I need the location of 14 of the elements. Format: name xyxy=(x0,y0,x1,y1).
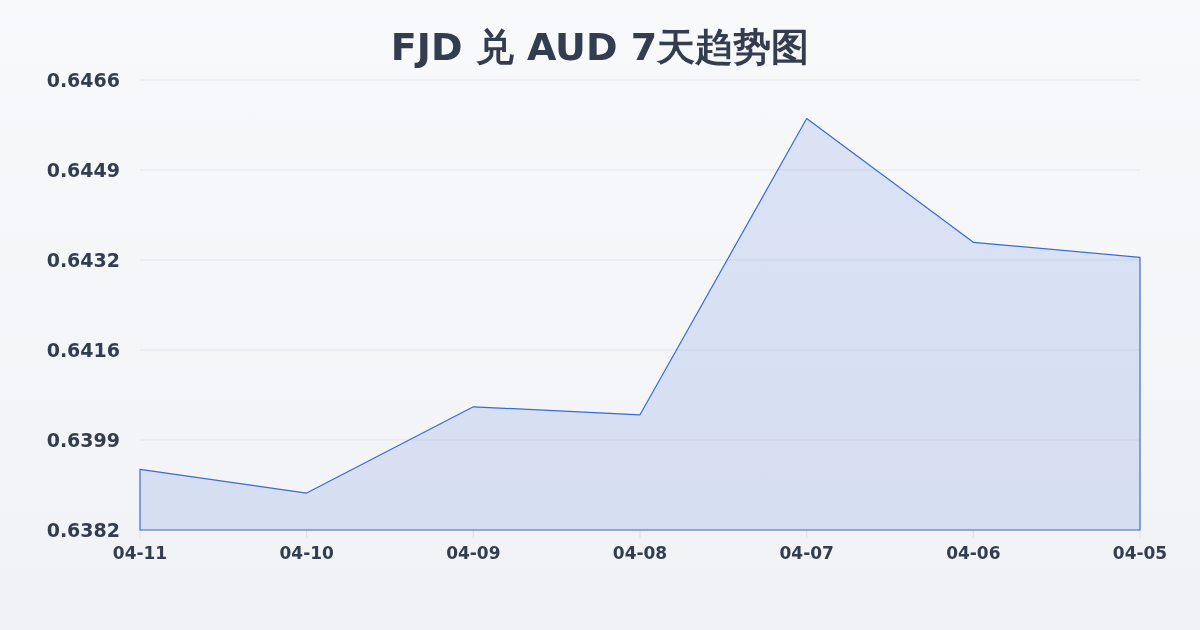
y-tick-label: 0.6466 xyxy=(46,69,120,91)
y-tick-label: 0.6416 xyxy=(46,339,120,361)
y-tick-label: 0.6382 xyxy=(46,519,120,541)
y-tick-label: 0.6432 xyxy=(46,249,120,271)
x-tick-label: 04-10 xyxy=(279,543,334,563)
x-tick-label: 04-11 xyxy=(112,543,168,563)
x-tick-label: 04-07 xyxy=(779,543,834,563)
x-tick-label: 04-09 xyxy=(446,543,501,563)
y-tick-label: 0.6449 xyxy=(46,159,120,181)
x-tick-label: 04-06 xyxy=(946,543,1001,563)
x-tick-label: 04-05 xyxy=(1112,543,1168,563)
title: FJD 兑 AUD 7天趋势图 xyxy=(390,25,810,69)
y-tick-label: 0.6399 xyxy=(46,429,120,451)
x-tick-label: 04-08 xyxy=(612,543,668,563)
